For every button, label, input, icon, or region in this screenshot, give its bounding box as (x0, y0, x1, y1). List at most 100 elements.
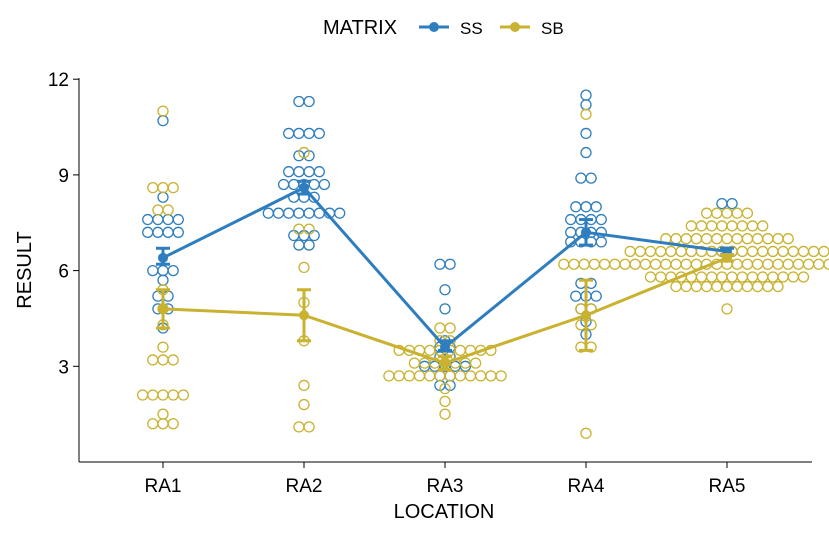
data-point-sb (439, 382, 451, 395)
data-point-sb (424, 370, 436, 382)
data-point-sb (813, 258, 825, 270)
mean-point-sb (158, 303, 168, 314)
axes (78, 78, 812, 463)
data-point-ss (334, 207, 346, 219)
data-point-sb (736, 271, 748, 283)
data-point-sb (464, 370, 477, 382)
data-point-sb (454, 370, 466, 382)
data-point-sb (157, 418, 169, 430)
x-ticks: RA1 RA2 RA3 RA4 RA5 (145, 462, 746, 497)
data-point-sb (147, 182, 159, 194)
data-point-ss (585, 172, 597, 184)
data-point-ss (152, 226, 164, 238)
legend-title: MATRIX (323, 17, 397, 39)
data-point-ss (459, 360, 472, 372)
data-point-sb (670, 233, 682, 245)
data-point-ss (565, 213, 577, 226)
data-point-ss (298, 229, 310, 242)
data-point-sb (157, 341, 169, 353)
data-point-ss (313, 166, 325, 178)
data-point-sb (598, 258, 611, 270)
data-point-sb (644, 271, 657, 283)
data-point-ss (575, 172, 587, 184)
data-point-ss (157, 274, 169, 286)
data-point-sb (167, 389, 179, 401)
y-tick-label: 3 (58, 357, 69, 378)
data-point-sb (303, 223, 315, 235)
data-point-sb (797, 271, 810, 283)
data-point-sb (680, 233, 692, 245)
data-point-sb (757, 245, 769, 258)
data-point-sb (444, 322, 456, 334)
data-point-sb (675, 245, 687, 258)
data-point-sb (408, 357, 421, 369)
data-point-ss (142, 226, 154, 238)
legend-label-ss: SS (460, 19, 483, 38)
data-point-sb (706, 271, 718, 283)
mean-point-ss (299, 182, 309, 193)
data-point-sb (797, 245, 810, 258)
data-point-ss (262, 207, 274, 219)
data-point-sb (782, 233, 794, 245)
data-point-sb (751, 258, 764, 270)
data-point-sb (716, 271, 728, 283)
data-point-ss (726, 197, 738, 210)
data-point-sb (741, 280, 754, 293)
data-point-ss (157, 115, 169, 127)
data-point-sb (772, 258, 784, 270)
mean-point-sb (440, 358, 450, 369)
mean-point-sb (581, 310, 591, 321)
data-point-sb (655, 245, 667, 258)
data-point-sb (444, 370, 456, 382)
x-tick-label: RA3 (427, 476, 464, 497)
data-point-sb (293, 421, 305, 433)
data-point-sb (634, 245, 646, 258)
x-tick-label: RA1 (145, 476, 182, 497)
data-point-ss (580, 89, 592, 101)
data-point-sb (424, 344, 436, 357)
data-point-sb (690, 280, 703, 293)
data-point-ss (293, 166, 305, 178)
y-tick-label: 9 (58, 166, 69, 187)
data-point-sb (721, 303, 733, 315)
data-point-sb (695, 271, 708, 283)
data-point-sb (741, 207, 754, 219)
data-point-sb (762, 233, 774, 245)
data-point-sb (162, 204, 174, 216)
data-point-sb (736, 220, 748, 232)
data-point-sb (588, 258, 601, 270)
data-point-sb (644, 245, 657, 258)
y-tick-label: 12 (48, 70, 69, 91)
mean-point-sb (299, 310, 309, 321)
data-point-ss (162, 213, 174, 226)
data-point-ss (716, 197, 728, 210)
data-point-sb (690, 233, 703, 245)
data-point-sb (558, 258, 570, 270)
data-point-ss (283, 127, 295, 140)
data-point-ss (439, 284, 451, 296)
data-point-sb (136, 389, 149, 401)
data-point-sb (716, 220, 728, 232)
data-point-ss (313, 127, 325, 140)
data-point-sb (792, 258, 805, 270)
data-point-sb (721, 207, 733, 219)
data-point-ss (439, 303, 451, 315)
data-point-ss (293, 239, 305, 251)
data-point-sb (772, 280, 784, 293)
data-point-sb (298, 379, 310, 392)
data-point-sb (439, 408, 451, 420)
data-point-ss (580, 146, 592, 159)
legend-entry-ss: SS (419, 19, 483, 38)
x-tick-label: RA5 (709, 476, 746, 497)
data-point-sb (700, 233, 713, 245)
data-point-sb (700, 280, 713, 293)
data-point-sb (298, 146, 310, 159)
data-point-ss (303, 95, 315, 108)
data-point-sb (721, 233, 733, 245)
data-point-sb (706, 220, 718, 232)
data-point-ss (580, 127, 592, 140)
legend-key-sb-dot (510, 22, 520, 32)
data-point-sb (670, 258, 682, 270)
data-point-sb (147, 354, 159, 366)
